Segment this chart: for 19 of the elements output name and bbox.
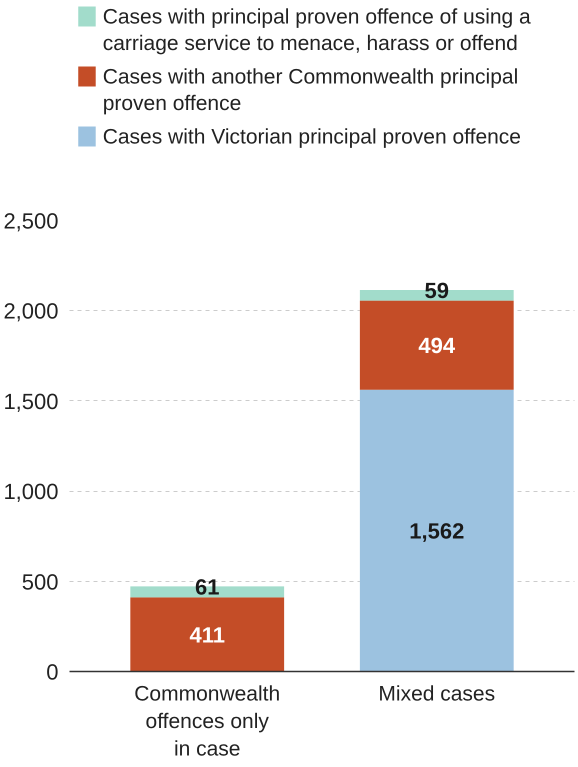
data-label: 411 <box>189 622 225 648</box>
x-tick-label: Commonwealth offences only in case <box>134 682 280 761</box>
data-label: 61 <box>194 574 220 600</box>
data-label: 1,562 <box>409 518 464 544</box>
y-tick-label: 1,500 <box>3 388 59 414</box>
y-tick-label: 500 <box>22 569 59 594</box>
bar <box>360 390 514 672</box>
y-tick-label: 2,000 <box>3 298 59 324</box>
bar <box>130 597 284 672</box>
legend-label: Cases with principal proven offence of using a carriage service to menace, harass or offend <box>102 6 532 55</box>
legend-label: Cases with another Commonwealth principal proven offence <box>102 66 518 115</box>
y-tick-label: 2,500 <box>3 208 59 234</box>
bar <box>360 300 514 390</box>
legend-label: Cases with Victorian principal proven offence <box>102 126 521 148</box>
data-label: 59 <box>424 278 450 303</box>
y-tick-label: 0 <box>46 660 59 684</box>
x-tick-label: Mixed cases <box>378 682 496 706</box>
y-tick-label: 1,000 <box>3 479 59 504</box>
data-label: 494 <box>418 333 456 358</box>
